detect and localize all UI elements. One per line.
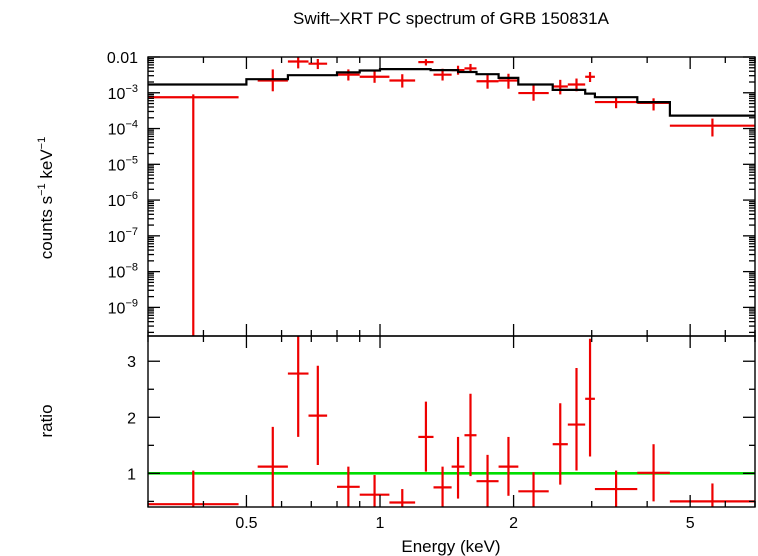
ratio-y-tick-label: 2 <box>127 410 136 427</box>
top-data-layer <box>148 57 755 336</box>
spectrum-data-point <box>585 72 595 83</box>
spectrum-data-point <box>518 84 549 101</box>
ratio-data-point <box>418 401 434 472</box>
ratio-data-point <box>464 393 477 477</box>
x-axis-label: Energy (keV) <box>401 537 500 556</box>
ratio-data-point <box>594 470 638 507</box>
tick-exponent: −6 <box>125 190 138 202</box>
ratio-data-point <box>337 466 360 507</box>
ratio-data-point <box>257 426 288 507</box>
tick-mantissa: 10 <box>108 157 126 174</box>
tick-exponent: −7 <box>125 226 138 238</box>
model-step-line <box>148 67 755 117</box>
ratio-data-point <box>308 365 328 465</box>
tick-mantissa: 10 <box>108 265 126 282</box>
ratio-data-point <box>518 472 549 507</box>
x-tick-label: 5 <box>686 515 695 532</box>
top-model-layer <box>148 67 755 117</box>
tick-exponent: −4 <box>125 119 138 131</box>
ratio-y-tick-label: 3 <box>127 354 136 371</box>
spectrum-data-point <box>257 69 288 92</box>
ratio-data-point <box>451 436 465 499</box>
tick-mantissa: 10 <box>108 229 126 246</box>
ratio-data-point <box>552 403 568 485</box>
ratio-data-layer <box>148 336 755 507</box>
ratio-data-point <box>148 470 239 507</box>
ratio-data-point <box>498 436 519 496</box>
top-y-tick-label: 10−9 <box>108 297 138 317</box>
ratio-data-point <box>359 475 390 507</box>
tick-mantissa: 10 <box>108 122 126 139</box>
ratio-data-point <box>433 466 452 507</box>
spectrum-data-point <box>476 73 499 89</box>
ratio-data-point <box>669 483 755 507</box>
ylabel-exp2: −1 <box>36 137 48 150</box>
ylabel-exp1: −1 <box>36 183 48 196</box>
top-y-tick-label: 10−4 <box>108 119 138 139</box>
spectrum-data-point <box>418 59 434 66</box>
tick-exponent: −9 <box>125 297 138 309</box>
top-y-tick-label: 0.01 <box>107 50 138 67</box>
spectrum-data-point <box>308 58 328 70</box>
spectrum-data-point <box>669 118 755 137</box>
spectrum-data-point <box>389 74 416 88</box>
x-tick-label: 1 <box>376 515 385 532</box>
ratio-data-point <box>287 336 309 437</box>
x-tick-label: 0.5 <box>235 515 257 532</box>
ratio-y-tick-label: 1 <box>127 466 136 483</box>
axes-frames <box>147 56 756 508</box>
ratio-data-point <box>389 489 416 507</box>
tick-mantissa: 10 <box>108 86 126 103</box>
spectrum-data-point <box>498 73 519 89</box>
ylabel-kev: keV <box>37 149 56 184</box>
ylabel-counts: counts s <box>37 196 56 259</box>
ratio-data-point <box>476 454 499 507</box>
tick-exponent: −3 <box>125 83 138 95</box>
spectrum-data-point <box>359 70 390 83</box>
top-y-tick-label: 10−6 <box>108 190 138 210</box>
spectrum-data-point <box>552 79 568 95</box>
tick-exponent: −5 <box>125 154 138 166</box>
x-tick-label: 2 <box>509 515 518 532</box>
ratio-data-point <box>567 367 586 471</box>
tick-mantissa: 10 <box>108 300 126 317</box>
axis-ticks <box>147 56 756 507</box>
top-y-axis-label: counts s−1 keV−1 <box>36 137 56 259</box>
x-tick-labels: 0.5 1 2 5 <box>235 515 694 532</box>
tick-mantissa: 10 <box>108 193 126 210</box>
ratio-data-point <box>585 338 595 457</box>
tick-mantissa: 0.01 <box>107 50 138 67</box>
chart-title: Swift–XRT PC spectrum of GRB 150831A <box>293 9 610 28</box>
ratio-data-point <box>637 444 670 502</box>
top-y-tick-label: 10−8 <box>108 262 138 282</box>
top-y-tick-label: 10−7 <box>108 226 138 246</box>
spectrum-data-point <box>594 96 638 109</box>
ratio-y-tick-labels: 1 2 3 <box>127 354 136 483</box>
ratio-y-axis-label: ratio <box>37 404 56 437</box>
top-y-tick-label: 10−3 <box>108 83 138 103</box>
spectrum-data-point <box>287 57 309 69</box>
ratio-panel-frame <box>147 335 756 508</box>
tick-exponent: −8 <box>125 262 138 274</box>
top-y-tick-label: 10−5 <box>108 154 138 174</box>
spectrum-data-point <box>337 69 360 81</box>
spectrum-data-point <box>148 94 239 336</box>
